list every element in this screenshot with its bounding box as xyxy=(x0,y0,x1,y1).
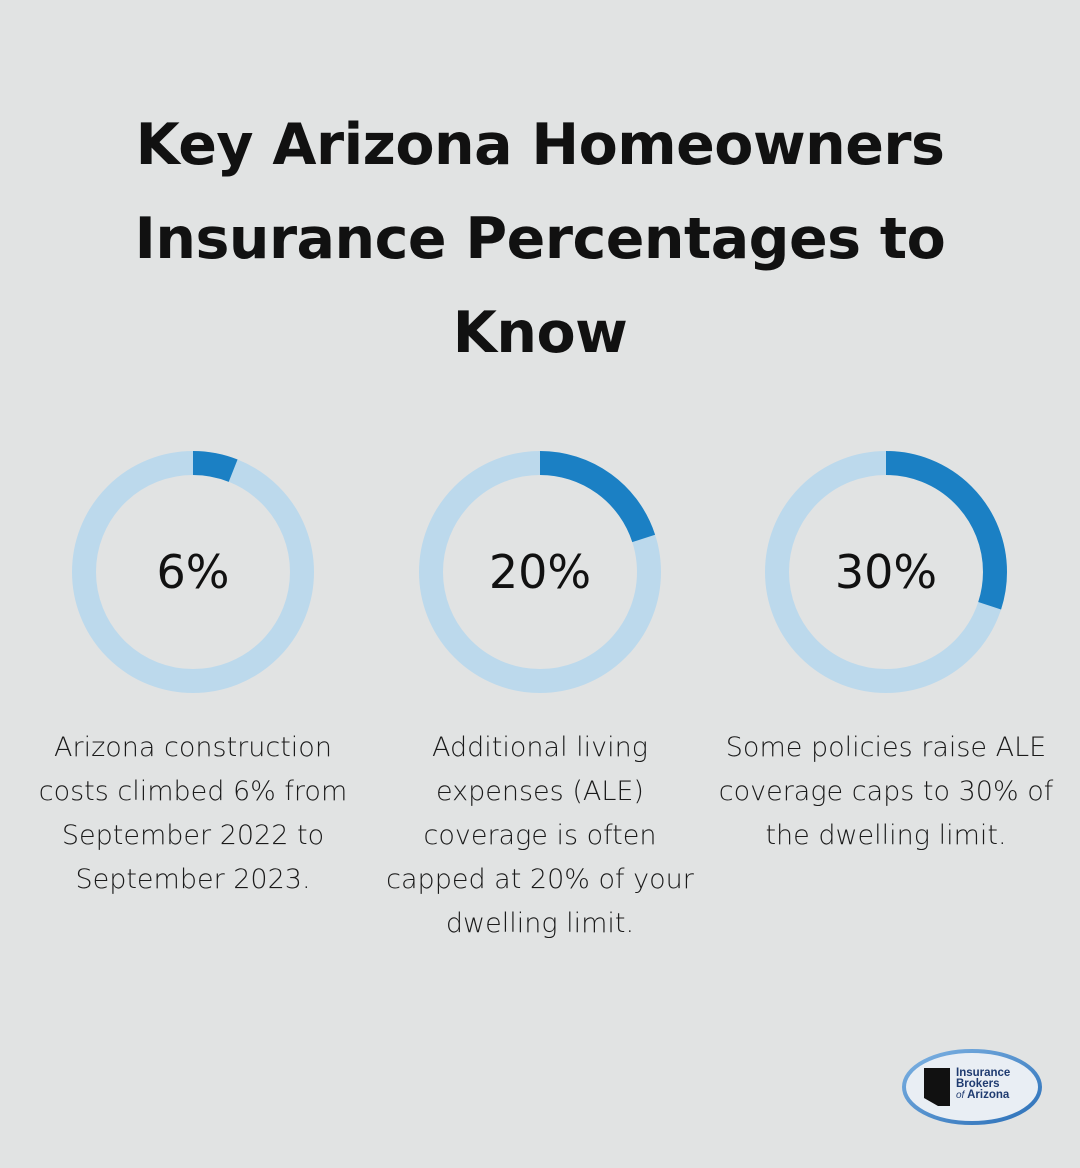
donut-chart-1: 6% xyxy=(72,451,314,693)
logo-wordmark: Insurance Brokers of Arizona xyxy=(956,1067,1011,1101)
stat-card-3: 30% Some policies raise ALE coverage cap… xyxy=(716,450,1056,851)
donut-fill-2 xyxy=(419,451,661,693)
stat-description-2: Additional living expenses (ALE) coverag… xyxy=(386,732,694,939)
page-title: Key Arizona Homeowners Insurance Percent… xyxy=(134,112,946,366)
stat-value-1: 6% xyxy=(157,545,230,599)
donut-chart-3: 30% xyxy=(765,451,1007,693)
donut-chart-2: 20% xyxy=(419,451,661,693)
logo-of: of xyxy=(956,1090,965,1101)
stat-description-3: Some policies raise ALE coverage caps to… xyxy=(718,732,1054,851)
stat-value-3: 30% xyxy=(835,545,937,599)
donut-fill-1 xyxy=(72,451,314,693)
stat-value-2: 20% xyxy=(489,545,591,599)
logo-line-3: of Arizona xyxy=(956,1089,1010,1101)
donut-fill-3 xyxy=(765,451,1007,693)
logo-emblem-icon xyxy=(902,1049,1042,1125)
logo-line-3-text: Arizona xyxy=(967,1089,1010,1101)
arizona-map-icon xyxy=(924,1068,950,1106)
logo-line-2: Brokers xyxy=(956,1078,1000,1090)
brand-logo: Insurance Brokers of Arizona xyxy=(900,1046,1046,1128)
stat-description-1: Arizona construction costs climbed 6% fr… xyxy=(38,732,348,895)
stat-card-2: 20% Additional living expenses (ALE) cov… xyxy=(370,450,710,939)
stat-card-1: 6% Arizona construction costs climbed 6%… xyxy=(23,450,363,895)
logo-line-1: Insurance xyxy=(956,1067,1011,1079)
